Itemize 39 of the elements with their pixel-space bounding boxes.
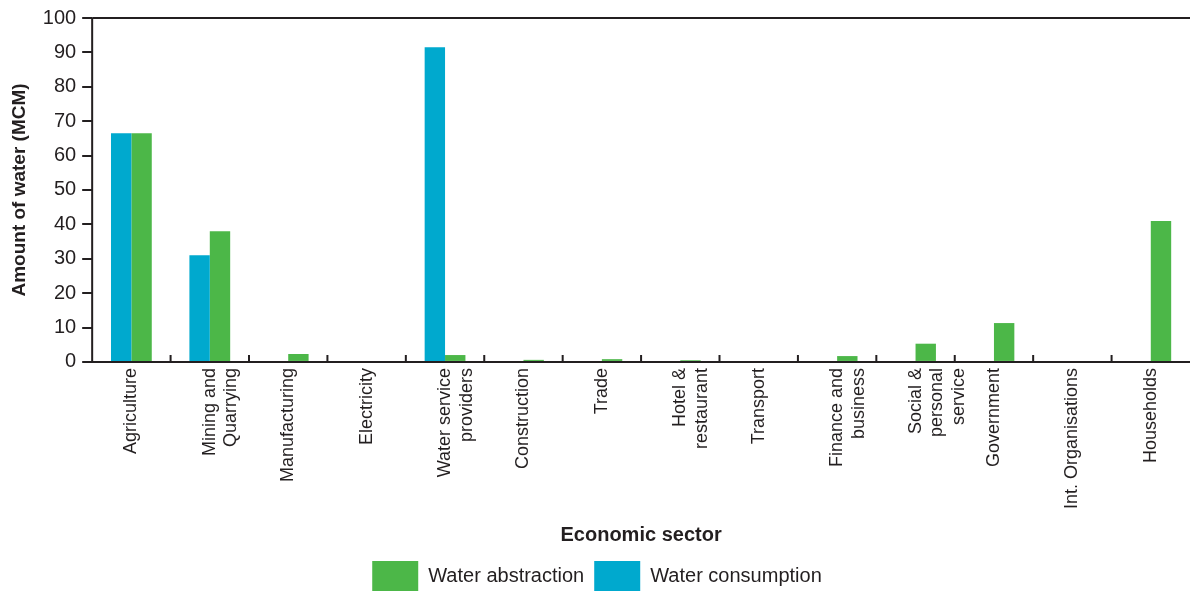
bar <box>993 323 1015 361</box>
bar <box>915 343 936 361</box>
x-tick-label: Finance and business <box>826 367 868 467</box>
y-tick-label: 50 <box>53 177 77 200</box>
x-tick-label: Trade <box>590 367 611 415</box>
bar <box>131 133 152 361</box>
x-tick-label: Water service providers <box>434 367 476 478</box>
y-tick-label: 40 <box>53 211 77 234</box>
y-tick-label: 60 <box>53 143 77 166</box>
y-tick-label: 30 <box>53 246 77 269</box>
bar <box>424 47 446 361</box>
x-tick-label: Electricity <box>355 367 376 445</box>
y-tick-label: 10 <box>53 315 77 338</box>
x-axis-title: Economic sector <box>560 522 722 545</box>
x-tick-label: Hotel & restaurant <box>669 367 711 449</box>
y-axis-title: Amount of water (MCM) <box>7 83 29 297</box>
x-tick-label: Agriculture <box>120 367 141 454</box>
legend-label: Water abstraction <box>428 563 585 586</box>
bar <box>189 255 210 361</box>
bar <box>110 133 132 361</box>
bar <box>288 354 309 361</box>
x-tick-label: Transport <box>747 367 768 445</box>
y-tick-label: 70 <box>53 108 77 131</box>
bar <box>837 356 858 361</box>
y-tick-label: 80 <box>53 74 77 97</box>
bar <box>209 231 231 361</box>
y-tick-label: 20 <box>53 280 77 303</box>
x-tick-label: Int. Organisations <box>1061 367 1082 509</box>
y-tick-label: 0 <box>65 349 77 372</box>
x-tick-label: Households <box>1139 367 1160 463</box>
x-tick-label: Government <box>982 367 1003 467</box>
x-tick-label: Construction <box>512 367 533 469</box>
bar <box>445 355 466 361</box>
legend-label: Water consumption <box>650 563 822 586</box>
y-tick-label: 90 <box>53 39 77 62</box>
bar <box>1150 220 1172 361</box>
y-tick-label: 100 <box>42 5 77 28</box>
x-tick-label: Manufacturing <box>277 367 298 482</box>
x-tick-label: Mining and Quarrying <box>198 367 241 456</box>
